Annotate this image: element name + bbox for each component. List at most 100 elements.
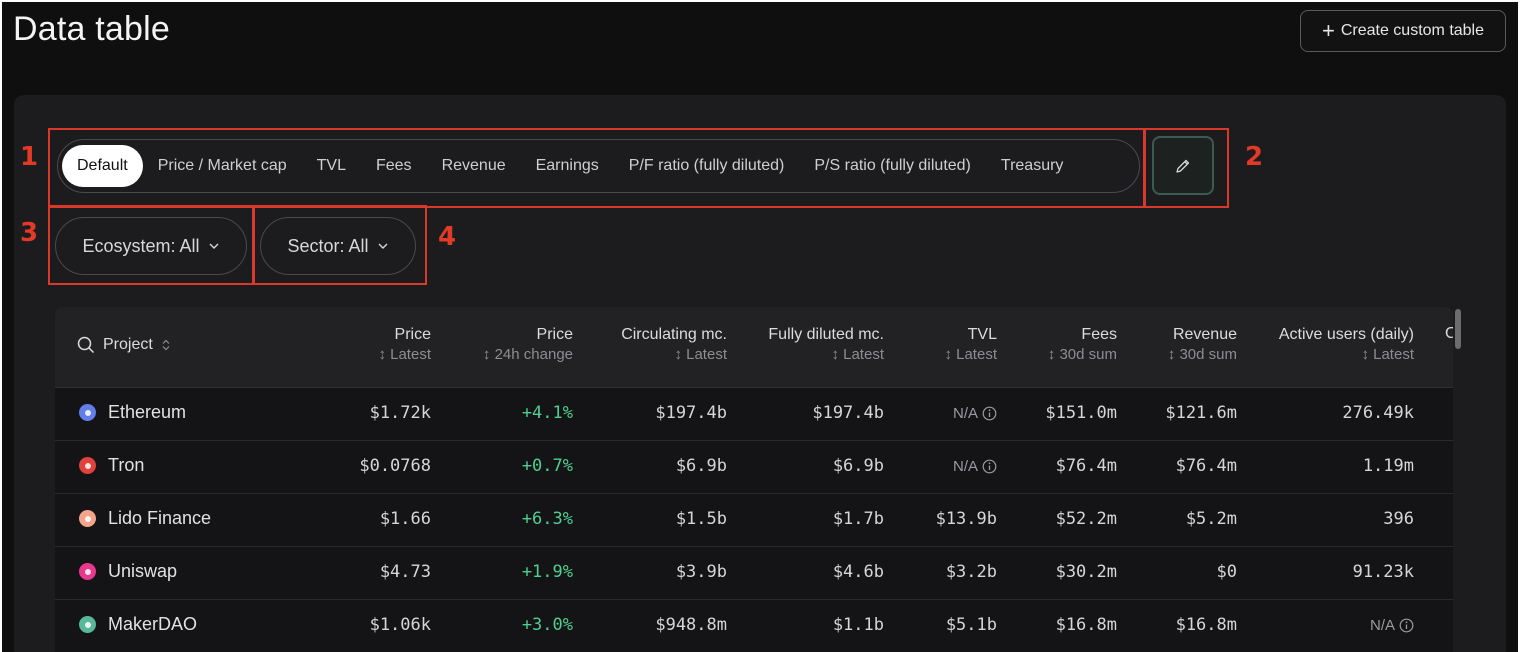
tab-treasury[interactable]: Treasury [1000,157,1064,174]
project-name: Ethereum [108,402,187,422]
circulating-mc-cell-value: $3.9b [675,562,727,582]
revenue-cell: $121.6m [1165,403,1237,423]
fully-diluted-mc-cell-value: $4.6b [832,562,884,582]
header-sub-label: 30d sum [1059,346,1117,363]
tab-ps-ratio[interactable]: P/S ratio (fully diluted) [814,157,971,174]
active-users-cell-value: 276.49k [1342,403,1414,423]
revenue-cell-value: $5.2m [1185,509,1237,529]
fees-cell: $52.2m [1056,509,1117,529]
project-cell[interactable]: Lido Finance [79,508,211,529]
tab-price-market-cap[interactable]: Price / Market cap [157,157,287,174]
tab-default[interactable]: Default [62,145,143,187]
table-row[interactable]: Ethereum $1.72k +4.1% $197.4b $197.4b N/A $151… [55,388,1453,441]
project-name: Uniswap [108,561,178,581]
coin-glyph [84,621,91,628]
plus-icon: + [1321,18,1335,43]
project-cell[interactable]: Tron [79,455,144,476]
tvl-cell: $13.9b [936,509,997,529]
revenue-cell-value: $121.6m [1165,403,1237,423]
tab-earnings[interactable]: Earnings [535,157,599,174]
tab-pf-ratio[interactable]: P/F ratio (fully diluted) [628,157,785,174]
fees-cell-value: $16.8m [1055,615,1117,635]
circulating-mc-cell: $1.5b [676,509,727,529]
column-header-active-users[interactable]: Active users (daily) ↕ Latest [1279,325,1414,365]
annotation-number-3: 3 [20,218,39,248]
chevron-down-icon [378,243,388,249]
info-icon[interactable] [982,459,997,474]
column-header-clipped[interactable]: C [1445,325,1453,342]
column-header-revenue[interactable]: Revenue ↕ 30d sum [1168,325,1237,365]
circulating-mc-cell-value: $1.5b [675,509,727,529]
table-row[interactable]: MakerDAO $1.06k +3.0% $948.8m $1.1b $5.1b $16.… [55,600,1453,652]
fully-diluted-mc-cell: $4.6b [833,562,884,582]
table-row[interactable]: Lido Finance $1.66 +6.3% $1.5b $1.7b $13.9b $5… [55,494,1453,547]
annotation-box-2 [1143,128,1229,208]
lido-icon [79,510,96,527]
header-sub-label: Latest [390,346,431,363]
coin-glyph [84,409,91,416]
table-row[interactable]: Tron $0.0768 +0.7% $6.9b $6.9b N/A $76.4m $76.4… [55,441,1453,494]
table-header: Project Price ↕ Latest Price ↕ 24h chang… [55,307,1453,388]
fully-diluted-mc-cell: $6.9b [833,456,884,476]
fully-diluted-mc-cell: $197.4b [812,403,884,423]
ethereum-icon [79,404,96,421]
tab-revenue[interactable]: Revenue [441,157,506,174]
tvl-cell: $5.1b [946,615,997,635]
tab-tvl[interactable]: TVL [316,157,346,174]
header-sub: ↕ 30d sum [1048,345,1117,365]
tvl-cell: $3.2b [946,562,997,582]
column-header-fees[interactable]: Fees ↕ 30d sum [1048,325,1117,365]
page-title: Data table [13,10,170,48]
circulating-mc-cell: $3.9b [676,562,727,582]
search-icon[interactable] [77,336,95,354]
header-sub-label: Latest [1373,346,1414,363]
sort-icon: ↕ [944,346,952,363]
fees-cell-value: $52.2m [1055,509,1117,529]
header-title: Price [394,326,431,343]
column-header-tvl[interactable]: TVL ↕ Latest [944,325,997,365]
coin-glyph [84,462,91,469]
price-cell-value: $1.66 [379,509,431,529]
edit-tabs-button[interactable] [1152,136,1214,195]
circulating-mc-cell-value: $197.4b [655,403,727,423]
price-change-cell-value: +3.0% [521,615,573,635]
fully-diluted-mc-cell-value: $1.1b [832,615,884,635]
column-header-project[interactable]: Project [77,336,171,354]
revenue-cell: $0 [1217,562,1237,582]
project-cell[interactable]: Ethereum [79,402,186,423]
tab-fees[interactable]: Fees [375,157,412,174]
tvl-cell: N/A [953,405,997,422]
revenue-cell: $5.2m [1186,509,1237,529]
header-title: Revenue [1172,326,1237,343]
create-custom-table-button[interactable]: + Create custom table [1300,10,1506,52]
price-change-cell-value: +1.9% [521,562,573,582]
price-change-cell: +4.1% [522,403,573,423]
fees-cell: $16.8m [1056,615,1117,635]
column-header-circulating-mc[interactable]: Circulating mc. ↕ Latest [621,325,727,365]
ecosystem-filter-dropdown[interactable]: Ecosystem: All [55,217,247,275]
sector-filter-dropdown[interactable]: Sector: All [260,217,416,275]
table-row[interactable]: Uniswap $4.73 +1.9% $3.9b $4.6b $3.2b $30.2m $0… [55,547,1453,600]
active-users-cell: 276.49k [1342,403,1414,423]
column-header-price[interactable]: Price ↕ Latest [378,325,431,365]
header-sub: ↕ Latest [378,345,431,365]
table-scrollbar[interactable] [1455,309,1461,349]
project-name: Tron [108,455,145,475]
price-change-cell: +3.0% [522,615,573,635]
info-icon[interactable] [1399,618,1414,633]
create-custom-table-label: Create custom table [1340,22,1485,39]
project-cell[interactable]: MakerDAO [79,614,197,635]
header-title: Fully diluted mc. [768,326,884,343]
sort-icon: ↕ [482,346,491,363]
project-cell[interactable]: Uniswap [79,561,177,582]
active-users-cell: N/A [1370,617,1414,634]
price-cell: $4.73 [380,562,431,582]
active-users-cell-value: 1.19m [1362,456,1414,476]
column-header-fully-diluted-mc[interactable]: Fully diluted mc. ↕ Latest [768,325,884,365]
annotation-box-4 [253,205,427,285]
view-tabs: Default Price / Market cap TVL Fees Reve… [57,139,1140,193]
info-icon[interactable] [982,406,997,421]
column-header-price-change[interactable]: Price ↕ 24h change [483,325,573,365]
header-sub-label: 24h change [494,346,573,363]
header-title: Active users (daily) [1278,326,1414,343]
